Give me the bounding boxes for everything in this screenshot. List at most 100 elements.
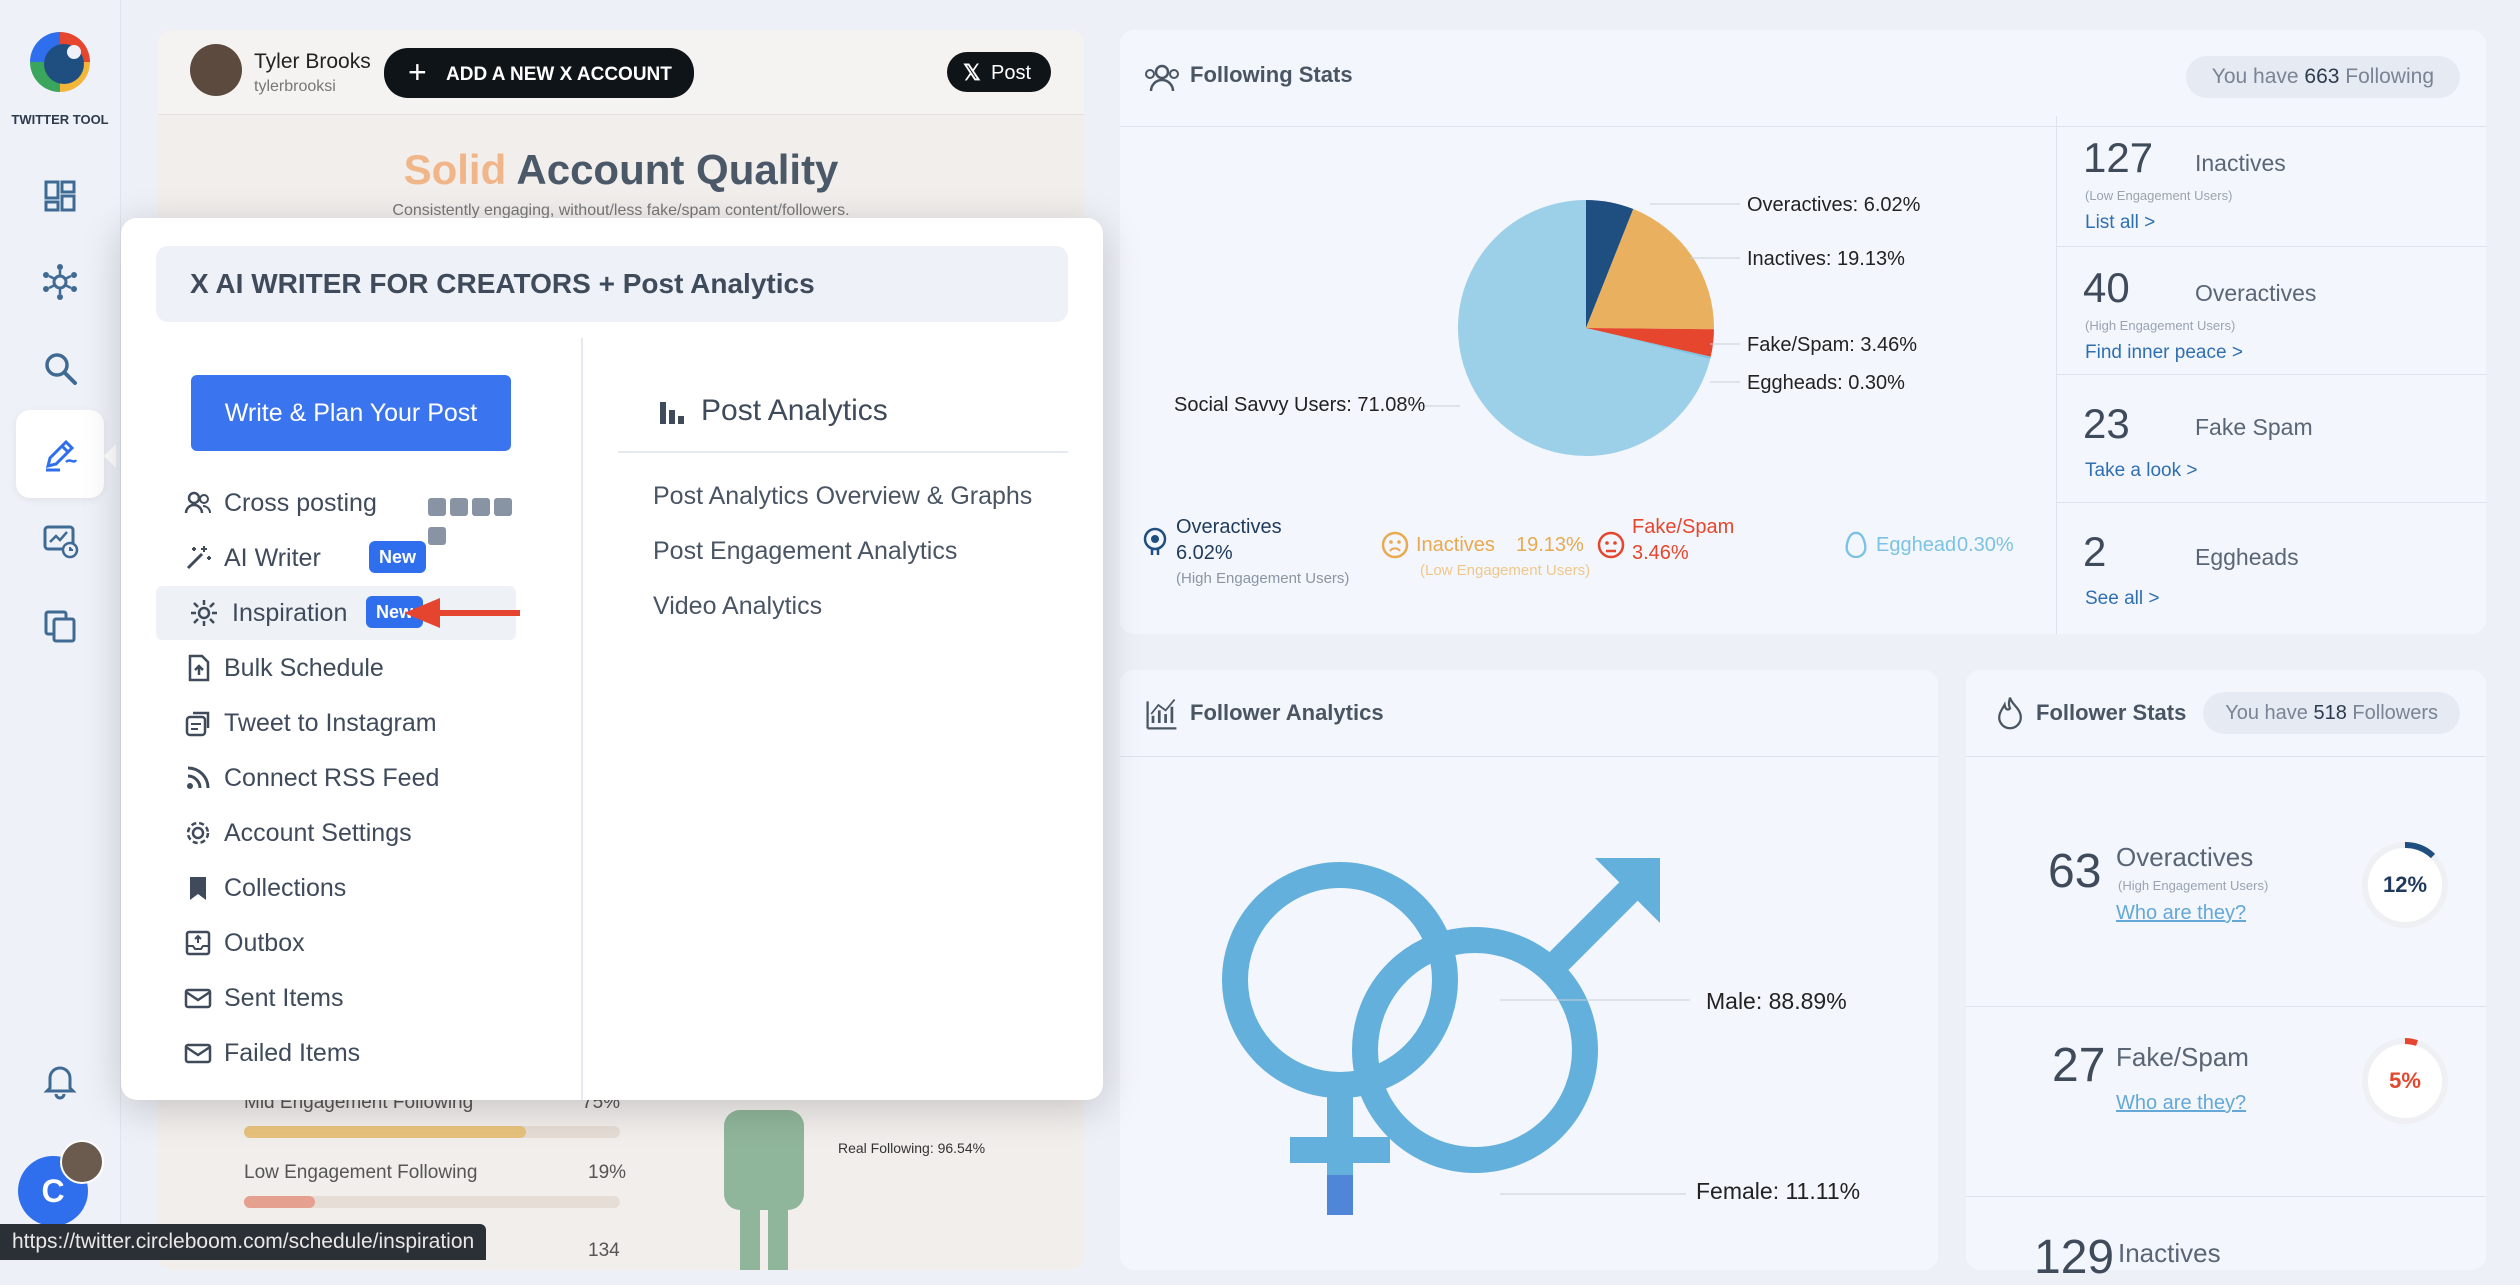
account-header: Tyler Brooks tylerbrooksi + ADD A NEW X … <box>158 30 1084 115</box>
menu-title: X AI WRITER FOR CREATORS + Post Analytic… <box>190 268 815 299</box>
menu-item-inspiration[interactable]: Inspiration New <box>156 586 520 640</box>
low-engagement-value: 19% <box>588 1162 627 1183</box>
side-stat-eggheads: 2 Eggheads See all > <box>2057 502 2487 630</box>
new-badge: New <box>369 541 427 573</box>
follower-stat-fakespam: 27 Fake/Spam Who are they? 5% <box>1966 1006 2486 1196</box>
brain-icon <box>1143 527 1167 555</box>
gear-icon <box>186 821 210 845</box>
users-group-icon <box>1145 64 1179 92</box>
follower-overactives-link[interactable]: Who are they? <box>2116 902 2247 924</box>
pie-label-overactives: Overactives: 6.02% <box>1747 194 1921 216</box>
follower-fakespam-link[interactable]: Who are they? <box>2116 1092 2247 1114</box>
analytics-nav-button[interactable] <box>16 496 104 584</box>
menu-item-bulk-schedule[interactable]: Bulk Schedule <box>156 641 516 695</box>
x-post-button[interactable]: 𝕏 Post <box>947 52 1051 92</box>
follower-fakespam-count: 27 <box>2052 1039 2106 1092</box>
legend-fakespam: Fake/Spam 3.46% <box>1596 516 1756 576</box>
legend-egghead: Egghead 0.30% <box>1842 530 2042 560</box>
sparkle-icon <box>191 600 217 626</box>
side-fakespam-count: 23 <box>2083 400 2130 447</box>
menu-item-label: Bulk Schedule <box>224 654 384 682</box>
menu-item-label: Inspiration <box>232 599 348 627</box>
bar-chart-icon <box>660 402 684 424</box>
side-overactives-link[interactable]: Find inner peace > <box>2085 342 2243 363</box>
rss-icon <box>187 766 210 789</box>
account-handle: tylerbrooksi <box>254 78 336 95</box>
menu-item-ai-writer[interactable]: AI Writer New <box>156 531 516 585</box>
video-analytics-link[interactable]: Video Analytics <box>653 592 823 620</box>
side-overactives-sub: (High Engagement Users) <box>2085 318 2236 333</box>
menu-item-collections[interactable]: Collections <box>156 861 516 915</box>
side-inactives-link[interactable]: List all > <box>2085 212 2156 233</box>
red-arrow-indicator <box>404 598 520 628</box>
status-bar-url: https://twitter.circleboom.com/schedule/… <box>0 1224 487 1260</box>
mid-engagement-fill <box>244 1126 526 1138</box>
pen-write-icon <box>45 439 78 472</box>
menu-item-tweet-to-instagram[interactable]: Tweet to Instagram <box>156 696 516 750</box>
quality-heading: Solid Account Quality <box>158 146 1084 194</box>
pie-label-inactives: Inactives: 19.13% <box>1747 248 1905 270</box>
legend-fakespam-value: 3.46% <box>1632 542 1689 564</box>
add-account-button[interactable]: + ADD A NEW X ACCOUNT <box>384 48 694 98</box>
menu-item-account-settings[interactable]: Account Settings <box>156 806 516 860</box>
post-analytics-title: Post Analytics <box>701 394 888 427</box>
menu-item-label: Cross posting <box>224 489 377 517</box>
menu-title-bar: X AI WRITER FOR CREATORS + Post Analytic… <box>156 246 1068 322</box>
users-icon <box>184 491 211 514</box>
post-engagement-analytics-link[interactable]: Post Engagement Analytics <box>653 537 958 565</box>
menu-item-outbox[interactable]: Outbox <box>156 916 516 970</box>
side-fakespam-label: Fake Spam <box>2195 414 2313 440</box>
social-network-icons <box>428 492 516 550</box>
pie-slice-eggheads <box>1586 328 1711 360</box>
following-stats-card: Following Stats You have 663 Following O… <box>1120 30 2487 634</box>
x-post-label: Post <box>991 62 1032 84</box>
menu-item-sent-items[interactable]: Sent Items <box>156 971 516 1025</box>
follower-analytics-header: Follower Analytics <box>1120 670 1938 757</box>
quality-subtitle: Consistently engaging, without/less fake… <box>392 202 850 219</box>
x-logo-icon: 𝕏 <box>963 60 981 85</box>
side-fakespam-link[interactable]: Take a look > <box>2085 460 2198 481</box>
post-analytics-overview-link[interactable]: Post Analytics Overview & Graphs <box>653 482 1033 510</box>
follower-stat-inactives: 129 Inactives <box>1966 1196 2486 1284</box>
copy-nav-button[interactable] <box>16 582 104 670</box>
legend-overactives-value: 6.02% <box>1176 542 1233 564</box>
mid-engagement-bar <box>244 1126 620 1138</box>
follower-pill-prefix: You have <box>2225 702 2314 724</box>
dashboard-nav-button[interactable] <box>16 152 104 240</box>
low-engagement-fill <box>244 1196 316 1208</box>
legend-fakespam-name: Fake/Spam <box>1632 516 1735 538</box>
menu-item-label: Collections <box>224 874 347 902</box>
gender-symbols-graphic <box>1222 858 1660 1215</box>
menu-item-failed-items[interactable]: Failed Items <box>156 1026 516 1080</box>
chart-clock-icon <box>43 525 79 559</box>
fakespam-percent-ring: 5% <box>2360 1036 2450 1126</box>
network-nav-button[interactable] <box>16 238 104 326</box>
sad-face-icon <box>1381 531 1409 559</box>
pie-label-social: Social Savvy Users: 71.08% <box>1174 394 1426 416</box>
side-eggheads-link[interactable]: See all > <box>2085 588 2160 609</box>
app-logo[interactable] <box>26 28 94 96</box>
tweet-share-icon <box>185 711 210 737</box>
pie-slice-fakespam <box>1586 328 1714 357</box>
side-overactives-label: Overactives <box>2195 280 2317 306</box>
menu-column-divider <box>581 338 583 1100</box>
ai-writer-dropdown-menu: X AI WRITER FOR CREATORS + Post Analytic… <box>121 218 1103 1100</box>
low-engagement-bar <box>244 1196 620 1208</box>
notifications-button[interactable] <box>16 1036 104 1124</box>
side-divider <box>2057 374 2487 375</box>
writer-nav-button[interactable] <box>16 410 104 498</box>
search-nav-button[interactable] <box>16 324 104 412</box>
follower-overactives-sub: (High Engagement Users) <box>2118 878 2269 893</box>
dashboard-icon <box>44 180 76 212</box>
write-plan-post-label: Write & Plan Your Post <box>224 399 478 427</box>
side-divider <box>2057 502 2487 503</box>
menu-item-connect-rss-feed[interactable]: Connect RSS Feed <box>156 751 516 805</box>
menu-item-label: Connect RSS Feed <box>224 764 440 792</box>
copy-icon <box>44 610 76 643</box>
menu-item-cross-posting[interactable]: Cross posting <box>156 476 516 546</box>
follower-stats-header: Follower Stats You have 518 Followers <box>1966 670 2486 757</box>
legend-inactives-value: 19.13% <box>1516 534 1584 556</box>
write-plan-post-button[interactable]: Write & Plan Your Post <box>191 375 511 451</box>
follower-inactives-label: Inactives <box>2118 1238 2221 1268</box>
legend-egghead-name: Egghead <box>1876 534 1957 556</box>
